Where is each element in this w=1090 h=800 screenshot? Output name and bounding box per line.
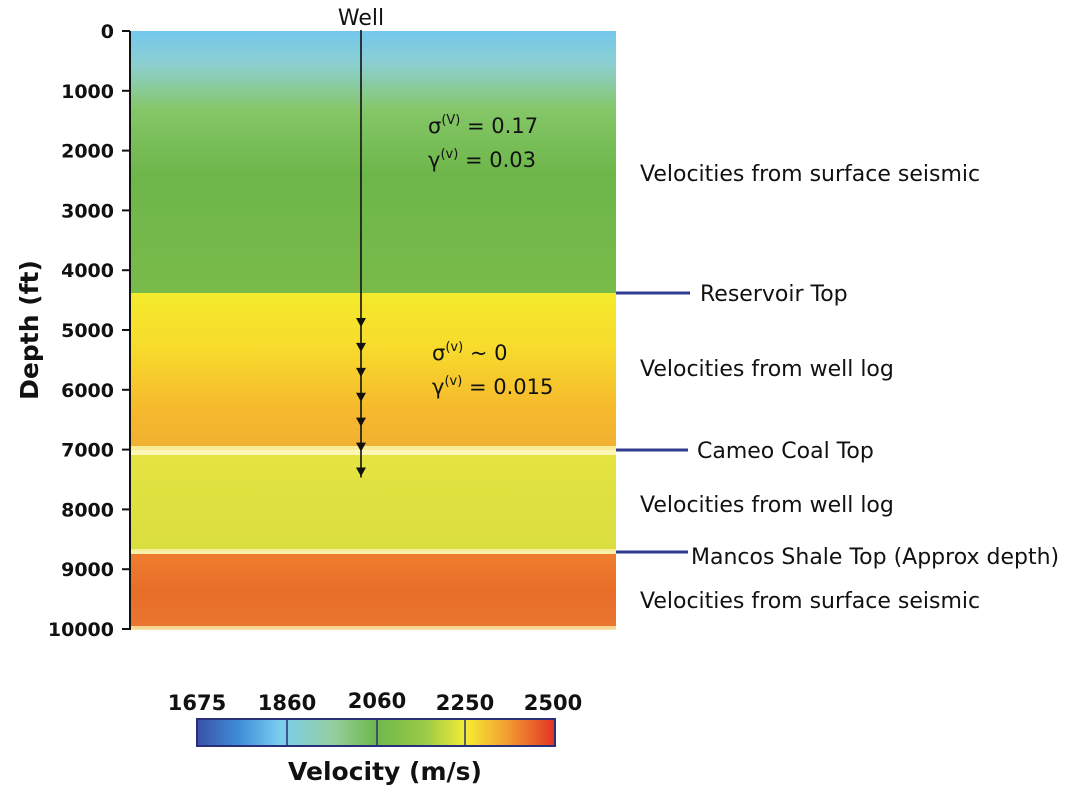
y-tick-label: 7000	[61, 440, 114, 462]
bottom-highlight	[130, 626, 616, 630]
zone-surface-seismic-upper	[130, 31, 616, 293]
colorbar-gradient	[196, 718, 556, 747]
upper-sigma: σ(V) = 0.17	[428, 113, 538, 138]
colorbar-tick-label: 2500	[524, 691, 582, 715]
well-marker	[356, 318, 366, 328]
lower-gamma: γ(v) = 0.015	[432, 374, 553, 399]
velocity-colorbar: 1675 1860 2060 2250 2500 Velocity (m/s)	[168, 689, 582, 786]
well-marker	[356, 442, 366, 452]
well-marker	[356, 342, 366, 352]
y-axis: 0 1000 2000 3000 4000 5000 6000 7000 8000 9000 100…	[15, 21, 131, 641]
reservoir-top-label: Reservoir Top	[700, 282, 848, 307]
mancos-highlight	[130, 549, 616, 554]
upper-parameters: σ(V) = 0.17 γ(v) = 0.03	[428, 113, 538, 172]
lower-parameters: σ(v) ~ 0 γ(v) = 0.015	[432, 340, 553, 399]
y-tick-label: 2000	[61, 141, 114, 163]
cameo-coal-top-label: Cameo Coal Top	[697, 439, 874, 464]
zone-reservoir	[130, 293, 616, 450]
y-tick-label: 5000	[61, 320, 114, 342]
colorbar-tick-label: 1860	[258, 691, 316, 715]
y-tick-label: 6000	[61, 380, 114, 402]
colorbar-tick-label: 1675	[168, 691, 226, 715]
zone2-source-label: Velocities from well log	[640, 357, 894, 382]
well-marker	[356, 467, 366, 477]
colorbar-tick-label: 2060	[348, 689, 406, 713]
y-tick-label: 9000	[61, 559, 114, 581]
well-marker	[356, 367, 366, 377]
well-marker	[356, 392, 366, 402]
lower-sigma: σ(v) ~ 0	[432, 340, 507, 365]
velocity-section	[130, 31, 616, 630]
colorbar-tick-label: 2250	[436, 691, 494, 715]
y-tick-label: 10000	[48, 619, 114, 641]
mancos-shale-top-label: Mancos Shale Top (Approx depth)	[691, 545, 1059, 570]
y-tick-label: 4000	[61, 260, 114, 282]
upper-gamma: γ(v) = 0.03	[428, 147, 536, 172]
well-markers	[356, 318, 366, 477]
zone1-source-label: Velocities from surface seismic	[640, 162, 980, 187]
well: Well	[338, 6, 384, 478]
zone4-source-label: Velocities from surface seismic	[640, 589, 980, 614]
zone-surface-seismic-lower	[130, 554, 616, 629]
zone-cameo-coal	[130, 455, 616, 551]
well-marker	[356, 417, 366, 427]
y-tick-label: 8000	[61, 499, 114, 521]
well-label: Well	[338, 6, 384, 31]
colorbar-title: Velocity (m/s)	[288, 757, 482, 786]
cameo-coal-highlight	[130, 446, 616, 455]
y-tick-label: 1000	[61, 81, 114, 103]
y-axis-ticks: 0 1000 2000 3000 4000 5000 6000 7000 8000 9000 100…	[48, 21, 130, 641]
boundary-annotations: Reservoir Top Cameo Coal Top Mancos Shal…	[616, 162, 1059, 614]
y-tick-label: 3000	[61, 200, 114, 222]
y-axis-title: Depth (ft)	[15, 260, 44, 400]
y-tick-label: 0	[101, 21, 114, 43]
zone3-source-label: Velocities from well log	[640, 493, 894, 518]
